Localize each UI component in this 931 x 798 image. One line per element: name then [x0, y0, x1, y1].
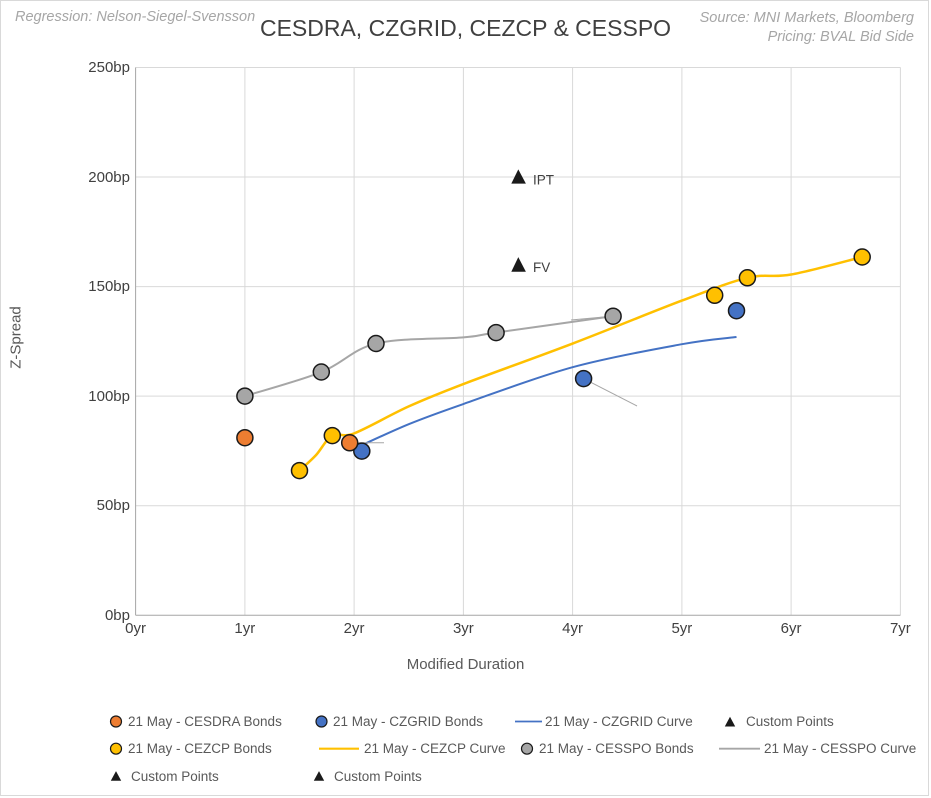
svg-text:Custom Points: Custom Points	[746, 714, 834, 729]
svg-text:21 May - CZGRID Curve: 21 May - CZGRID Curve	[545, 714, 693, 729]
svg-text:21 May - CEZCP Curve: 21 May - CEZCP Curve	[364, 741, 506, 756]
svg-text:21 May - CESSPO Bonds: 21 May - CESSPO Bonds	[539, 741, 694, 756]
svg-text:Custom Points: Custom Points	[131, 769, 219, 784]
svg-text:21 May - CESSPO Curve: 21 May - CESSPO Curve	[764, 741, 916, 756]
svg-text:21 May - CZGRID Bonds: 21 May - CZGRID Bonds	[333, 714, 483, 729]
svg-text:21 May - CEZCP Bonds: 21 May - CEZCP Bonds	[128, 741, 272, 756]
svg-text:Custom Points: Custom Points	[334, 769, 422, 784]
svg-text:21 May - CESDRA Bonds: 21 May - CESDRA Bonds	[128, 714, 282, 729]
